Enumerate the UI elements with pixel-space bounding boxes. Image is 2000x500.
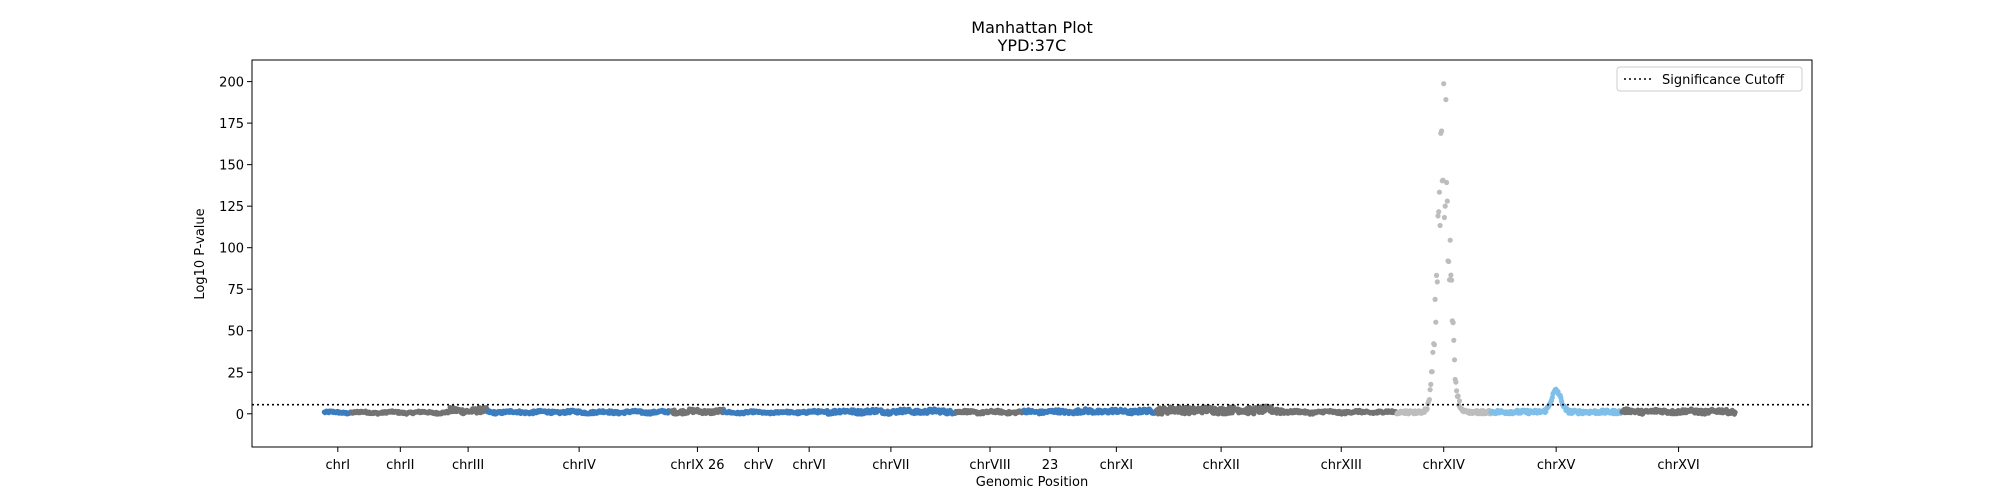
y-axis-ticks: 0 25 50 75 100 125 150 175 200 xyxy=(219,76,252,423)
data-point xyxy=(1444,179,1450,186)
data-point xyxy=(1427,387,1433,393)
data-point xyxy=(1439,128,1445,134)
x-tick-label: chrXIII xyxy=(1321,458,1362,473)
data-points xyxy=(321,81,1738,417)
data-point xyxy=(1436,189,1442,195)
y-tick-label: 0 xyxy=(236,408,244,423)
data-point xyxy=(1732,409,1738,415)
data-point xyxy=(1434,279,1440,285)
data-point xyxy=(1450,320,1456,326)
data-point xyxy=(1436,209,1442,215)
y-axis-label: Log10 P-value xyxy=(193,208,208,299)
x-tick-label: chrXV xyxy=(1537,458,1576,473)
y-tick-label: 150 xyxy=(219,159,244,174)
x-tick-label: chrII xyxy=(386,458,414,473)
x-tick-label: chrIX 26 xyxy=(670,458,724,473)
y-tick-label: 25 xyxy=(227,366,244,381)
x-tick-label: chrXIV xyxy=(1423,458,1465,473)
data-point xyxy=(1442,203,1448,209)
chart-subtitle: YPD:37C xyxy=(997,36,1067,55)
x-tick-label: chrVII xyxy=(872,458,909,473)
y-tick-label: 100 xyxy=(219,242,244,257)
data-point xyxy=(1429,369,1435,375)
data-point xyxy=(1447,237,1453,243)
x-tick-label: 23 xyxy=(1042,458,1059,473)
data-point xyxy=(1424,406,1430,412)
data-point xyxy=(1449,277,1455,283)
legend-box xyxy=(1616,66,1803,92)
data-point xyxy=(1426,397,1432,403)
x-tick-label: chrV xyxy=(744,458,774,473)
x-tick-label: chrXII xyxy=(1202,458,1239,473)
y-tick-label: 200 xyxy=(219,76,244,91)
data-point xyxy=(1441,81,1447,87)
x-tick-label: chrI xyxy=(326,458,351,473)
data-point xyxy=(1437,222,1443,229)
x-tick-label: chrVIII xyxy=(969,458,1010,473)
data-point xyxy=(1443,97,1449,103)
y-tick-label: 175 xyxy=(219,117,244,132)
data-point xyxy=(1430,349,1436,355)
legend-entry: Significance Cutoff xyxy=(1662,73,1785,88)
data-point xyxy=(1448,272,1454,278)
data-point xyxy=(1432,296,1438,302)
axes-frame xyxy=(251,59,1813,448)
y-tick-label: 75 xyxy=(227,283,244,298)
data-point xyxy=(1433,272,1440,278)
legend: Significance Cutoff xyxy=(1616,66,1803,92)
data-point xyxy=(1229,410,1235,416)
x-axis-label: Genomic Position xyxy=(976,475,1088,490)
data-point xyxy=(1451,357,1458,363)
x-axis-ticks: chrI chrII chrIII chrIV chrIX 26 chrV chrVI chr… xyxy=(326,447,1700,473)
x-tick-label: chrVI xyxy=(792,458,825,473)
x-tick-label: chrIV xyxy=(562,458,596,473)
data-point xyxy=(1433,319,1439,325)
data-point xyxy=(1456,398,1463,404)
data-point xyxy=(1451,337,1457,343)
data-point xyxy=(1453,379,1459,385)
y-tick-label: 125 xyxy=(219,200,244,215)
data-point xyxy=(1435,213,1441,219)
data-point xyxy=(1446,258,1452,265)
data-point xyxy=(1444,198,1450,204)
x-tick-label: chrIII xyxy=(452,458,484,473)
data-point xyxy=(1455,393,1461,399)
data-point xyxy=(1441,214,1447,221)
y-tick-label: 50 xyxy=(227,325,244,340)
data-point xyxy=(1428,381,1434,387)
x-tick-label: chrXI xyxy=(1100,458,1133,473)
x-tick-label: chrXVI xyxy=(1657,458,1699,473)
chart-title: Manhattan Plot xyxy=(971,18,1092,37)
data-point xyxy=(1431,342,1437,348)
data-point xyxy=(1454,388,1460,394)
